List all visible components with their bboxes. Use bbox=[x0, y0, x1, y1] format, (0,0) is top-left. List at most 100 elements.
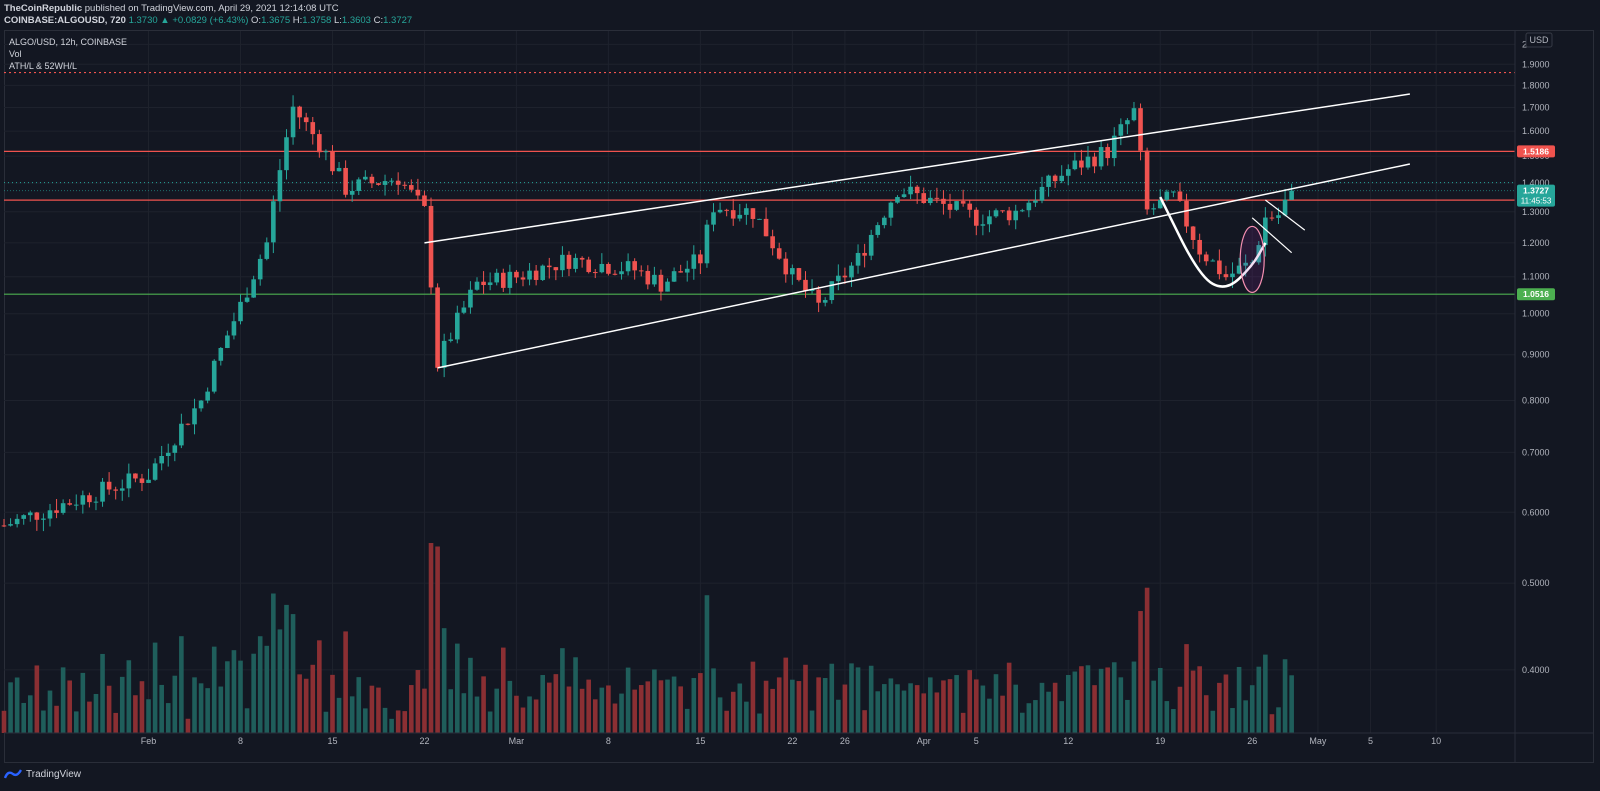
candle-up bbox=[93, 501, 99, 503]
legend-volume[interactable]: Vol bbox=[9, 49, 22, 59]
candle-up bbox=[711, 212, 716, 225]
volume-bar bbox=[159, 684, 164, 733]
volume-bar bbox=[494, 688, 500, 733]
candle-down bbox=[763, 218, 769, 237]
volume-bar bbox=[941, 680, 946, 733]
candle-up bbox=[1026, 202, 1032, 211]
legend-pair[interactable]: ALGO/USD, 12h, COINBASE bbox=[9, 37, 128, 47]
volume-bar bbox=[730, 691, 736, 733]
volume-bar bbox=[481, 676, 486, 733]
tradingview-logo[interactable]: TradingView bbox=[4, 768, 81, 780]
level-tag bbox=[1517, 145, 1555, 158]
candle-up bbox=[928, 197, 933, 204]
volume-bar bbox=[1276, 707, 1281, 733]
volume-bar bbox=[1171, 709, 1176, 733]
volume-bar bbox=[356, 677, 362, 733]
volume-bar bbox=[908, 683, 913, 733]
volume-bar bbox=[592, 699, 598, 733]
legend-ath-indicator[interactable]: ATH/L & 52WH/L bbox=[9, 61, 78, 71]
candle-down bbox=[606, 263, 611, 274]
x-tick-label: Apr bbox=[917, 736, 931, 746]
candle-down bbox=[139, 478, 145, 483]
candle-up bbox=[836, 275, 841, 282]
volume-bar bbox=[54, 705, 59, 733]
candle-down bbox=[750, 208, 756, 219]
volume-bar bbox=[113, 712, 118, 733]
volume-bar bbox=[179, 636, 184, 733]
volume-bar bbox=[671, 676, 677, 733]
x-tick-label: May bbox=[1309, 736, 1327, 746]
candle-down bbox=[553, 267, 559, 271]
candle-up bbox=[1085, 156, 1091, 168]
candle-down bbox=[724, 209, 729, 211]
candle-down bbox=[842, 275, 848, 278]
volume-bar bbox=[665, 679, 670, 733]
candle-up bbox=[744, 208, 749, 215]
candle-up bbox=[1157, 199, 1163, 209]
volume-bar bbox=[468, 657, 473, 733]
volume-bar bbox=[750, 661, 756, 733]
volume-bar bbox=[448, 689, 454, 733]
candle-up bbox=[855, 252, 861, 266]
open-label: O: bbox=[251, 15, 262, 26]
x-tick-label: 19 bbox=[1155, 736, 1165, 746]
chart-header: TheCoinRepublic published on TradingView… bbox=[0, 0, 1600, 30]
x-tick-label: 26 bbox=[840, 736, 850, 746]
chart-frame[interactable] bbox=[4, 30, 1594, 763]
volume-bar bbox=[829, 663, 835, 733]
time-axis: Feb 8 15 22 Mar 8 15 22 26 Apr 5 12 19 26 May 5 10 bbox=[4, 732, 1594, 746]
volume-bar bbox=[1006, 662, 1012, 733]
candle-down bbox=[803, 279, 808, 292]
candle-down bbox=[1203, 254, 1209, 262]
candle-up bbox=[1243, 262, 1248, 266]
candle-up bbox=[389, 180, 394, 182]
candle-down bbox=[1052, 175, 1058, 182]
volume-bar bbox=[1013, 684, 1019, 733]
volume-bar bbox=[632, 689, 637, 733]
volume-bar bbox=[868, 665, 874, 733]
candle-down bbox=[914, 186, 920, 194]
candle-down bbox=[533, 270, 539, 280]
volume-bar bbox=[474, 696, 480, 733]
candle-up bbox=[1263, 217, 1268, 246]
candle-up bbox=[560, 254, 565, 271]
candle-up bbox=[757, 218, 762, 220]
candle-up bbox=[980, 224, 986, 226]
volume-bar bbox=[724, 710, 729, 733]
candle-up bbox=[231, 321, 237, 336]
level-tag bbox=[1517, 288, 1555, 301]
x-tick-label: 8 bbox=[606, 736, 611, 746]
candle-down bbox=[546, 265, 552, 268]
candle-up bbox=[987, 216, 992, 225]
currency-label: USD bbox=[1529, 35, 1549, 45]
volume-bar bbox=[1033, 700, 1038, 733]
volume-bar bbox=[573, 657, 578, 733]
candle-down bbox=[409, 185, 414, 190]
candle-up bbox=[527, 270, 532, 280]
volume-bar bbox=[763, 680, 769, 733]
volume-bar bbox=[1105, 667, 1110, 733]
volume-bar bbox=[395, 710, 401, 733]
volume-bar bbox=[809, 710, 815, 733]
candle-up bbox=[290, 106, 296, 138]
volume-bar bbox=[244, 708, 250, 733]
volume-bar bbox=[21, 702, 27, 733]
x-tick-label: 5 bbox=[974, 736, 979, 746]
volume-bar bbox=[87, 701, 92, 733]
candle-up bbox=[1236, 265, 1242, 274]
volume-bar bbox=[1184, 644, 1189, 733]
flag-trendline bbox=[1264, 199, 1306, 231]
volume-bar bbox=[1, 710, 7, 733]
candle-down bbox=[934, 197, 940, 199]
volume-bar bbox=[336, 697, 342, 733]
volume-bar bbox=[323, 711, 329, 733]
candle-down bbox=[973, 209, 979, 226]
candle-up bbox=[21, 515, 27, 519]
y-tick-label: 1.9000 bbox=[1522, 59, 1550, 69]
volume-bar bbox=[1118, 677, 1124, 733]
candle-down bbox=[343, 167, 348, 195]
volume-bar bbox=[540, 675, 546, 733]
author-name[interactable]: TheCoinRepublic bbox=[4, 3, 83, 14]
channel-trendline bbox=[437, 163, 1411, 369]
